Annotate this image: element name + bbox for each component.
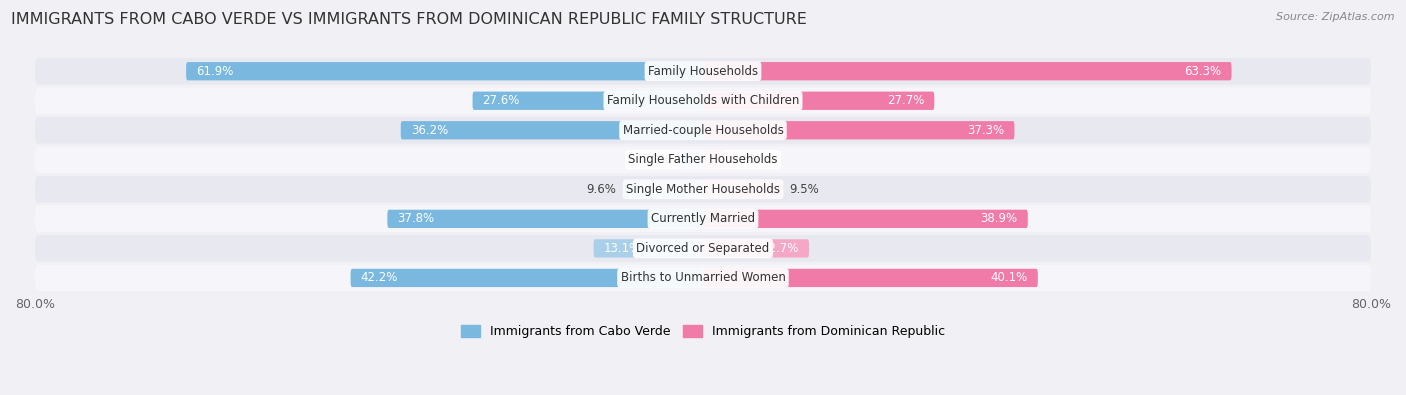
FancyBboxPatch shape [35,205,1371,232]
FancyBboxPatch shape [35,265,1371,291]
Text: 2.6%: 2.6% [731,153,761,166]
FancyBboxPatch shape [703,239,808,258]
FancyBboxPatch shape [35,117,1371,143]
FancyBboxPatch shape [703,269,1038,287]
FancyBboxPatch shape [35,176,1371,203]
Text: Currently Married: Currently Married [651,213,755,226]
Text: Births to Unmarried Women: Births to Unmarried Women [620,271,786,284]
Text: IMMIGRANTS FROM CABO VERDE VS IMMIGRANTS FROM DOMINICAN REPUBLIC FAMILY STRUCTUR: IMMIGRANTS FROM CABO VERDE VS IMMIGRANTS… [11,12,807,27]
FancyBboxPatch shape [593,239,703,258]
FancyBboxPatch shape [35,58,1371,85]
FancyBboxPatch shape [703,150,724,169]
FancyBboxPatch shape [35,87,1371,114]
Text: 3.1%: 3.1% [641,153,671,166]
FancyBboxPatch shape [703,121,1015,139]
Text: Single Father Households: Single Father Households [628,153,778,166]
Text: 37.8%: 37.8% [398,213,434,226]
Text: Family Households with Children: Family Households with Children [607,94,799,107]
Text: 38.9%: 38.9% [980,213,1018,226]
FancyBboxPatch shape [401,121,703,139]
Text: 37.3%: 37.3% [967,124,1004,137]
Text: 40.1%: 40.1% [991,271,1028,284]
FancyBboxPatch shape [703,62,1232,80]
Legend: Immigrants from Cabo Verde, Immigrants from Dominican Republic: Immigrants from Cabo Verde, Immigrants f… [456,320,950,343]
Text: 36.2%: 36.2% [411,124,449,137]
Text: 12.7%: 12.7% [762,242,799,255]
FancyBboxPatch shape [472,92,703,110]
FancyBboxPatch shape [703,180,782,199]
FancyBboxPatch shape [186,62,703,80]
Text: 13.1%: 13.1% [603,242,641,255]
FancyBboxPatch shape [623,180,703,199]
FancyBboxPatch shape [678,150,703,169]
Text: 27.6%: 27.6% [482,94,520,107]
Text: 63.3%: 63.3% [1184,65,1222,78]
Text: Single Mother Households: Single Mother Households [626,183,780,196]
Text: 61.9%: 61.9% [197,65,233,78]
FancyBboxPatch shape [388,210,703,228]
Text: Divorced or Separated: Divorced or Separated [637,242,769,255]
Text: 9.5%: 9.5% [789,183,818,196]
FancyBboxPatch shape [703,92,935,110]
FancyBboxPatch shape [35,147,1371,173]
Text: 42.2%: 42.2% [361,271,398,284]
FancyBboxPatch shape [350,269,703,287]
Text: 27.7%: 27.7% [887,94,924,107]
Text: Married-couple Households: Married-couple Households [623,124,783,137]
Text: Family Households: Family Households [648,65,758,78]
FancyBboxPatch shape [703,210,1028,228]
Text: Source: ZipAtlas.com: Source: ZipAtlas.com [1277,12,1395,22]
Text: 9.6%: 9.6% [586,183,616,196]
FancyBboxPatch shape [35,235,1371,261]
